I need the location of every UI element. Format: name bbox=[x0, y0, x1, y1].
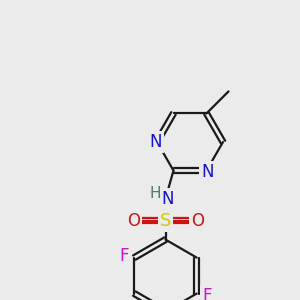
Text: N: N bbox=[161, 190, 174, 208]
Text: O: O bbox=[191, 212, 204, 230]
Text: N: N bbox=[150, 133, 162, 151]
Text: S: S bbox=[160, 212, 171, 230]
Text: H: H bbox=[150, 186, 161, 201]
Text: N: N bbox=[201, 163, 214, 181]
Text: O: O bbox=[127, 212, 140, 230]
Text: F: F bbox=[120, 247, 129, 265]
Text: F: F bbox=[202, 286, 211, 300]
